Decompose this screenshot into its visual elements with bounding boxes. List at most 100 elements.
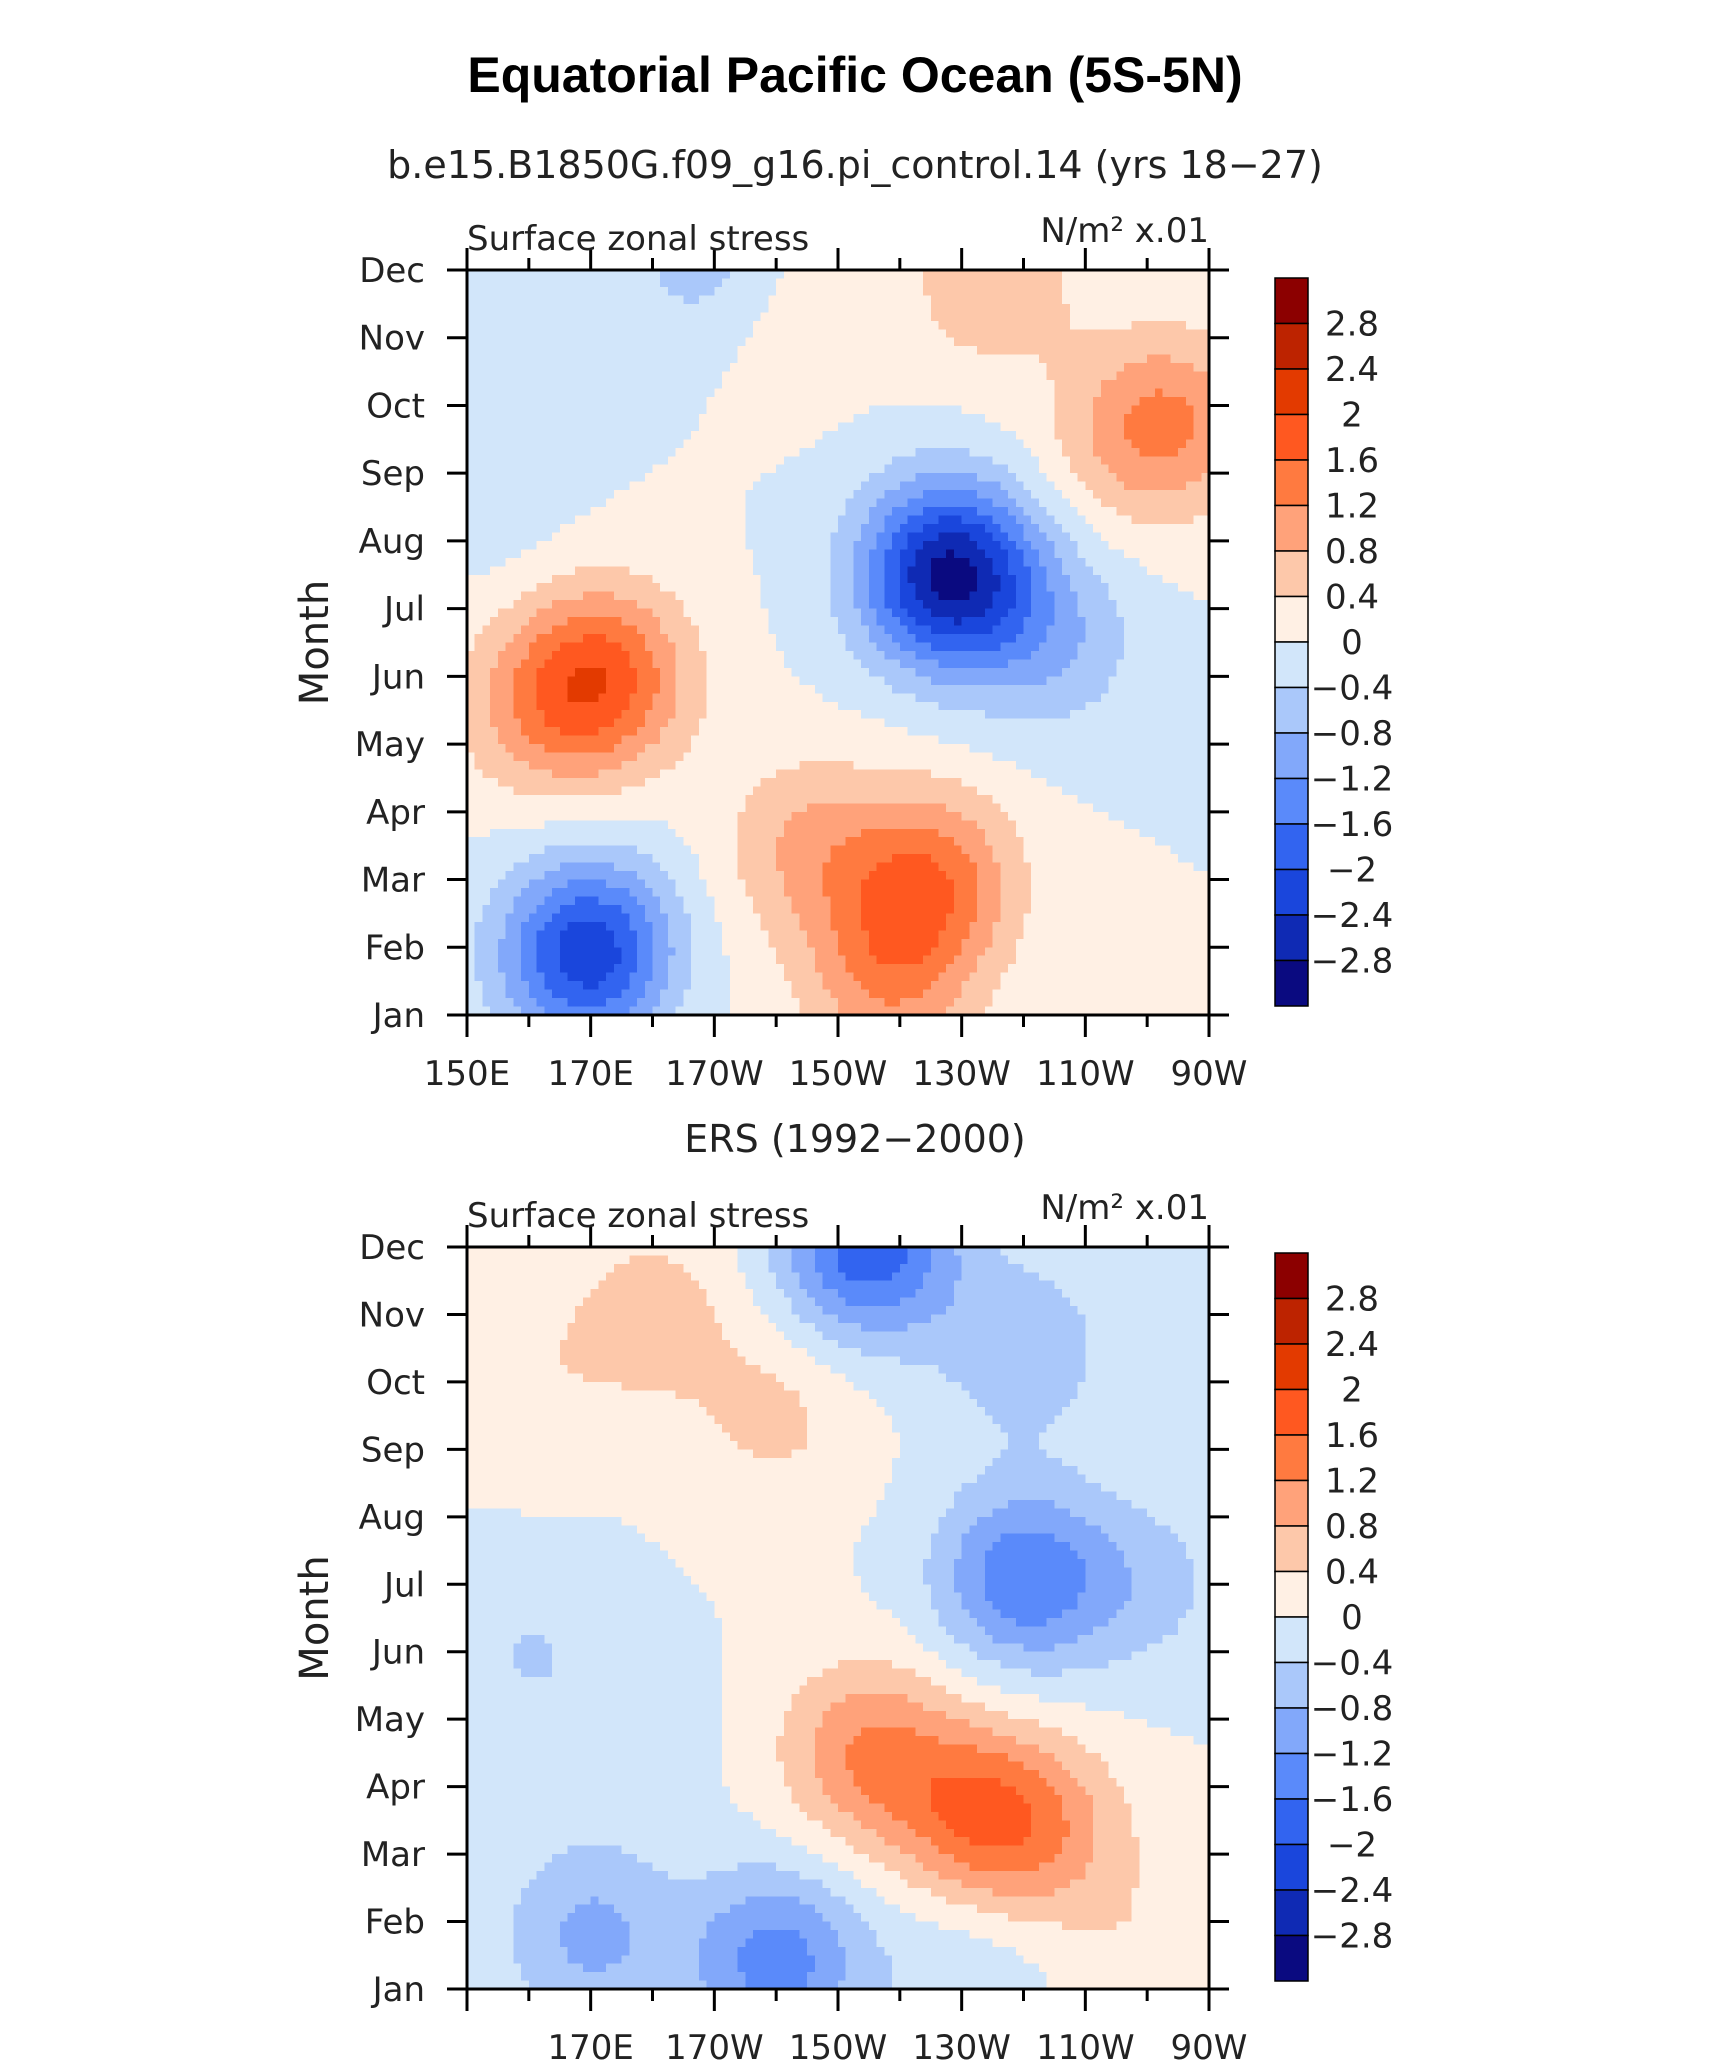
heatmap-cell	[768, 608, 777, 618]
heatmap-cell	[838, 354, 847, 364]
heatmap-cell	[953, 320, 963, 330]
heatmap-cell	[1108, 667, 1117, 677]
heatmap-cell	[613, 667, 623, 677]
heatmap-cell	[961, 600, 970, 610]
heatmap-cell	[675, 532, 685, 542]
heatmap-cell	[915, 295, 924, 305]
heatmap-cell	[977, 574, 986, 584]
heatmap-cell	[752, 617, 762, 627]
heatmap-cell	[915, 413, 924, 423]
heatmap-cell	[660, 329, 669, 339]
heatmap-cell	[977, 380, 986, 390]
heatmap-cell	[652, 659, 661, 669]
heatmap-cell	[521, 413, 530, 423]
heatmap-cell	[915, 693, 924, 703]
heatmap-cell	[876, 617, 885, 627]
heatmap-cell	[876, 608, 885, 618]
heatmap-cell	[582, 676, 592, 686]
heatmap-cell	[706, 617, 715, 627]
heatmap-cell	[838, 388, 847, 398]
heatmap-cell	[814, 490, 824, 500]
heatmap-cell	[667, 507, 677, 517]
heatmap-cell	[1038, 481, 1048, 491]
heatmap-cell	[629, 388, 638, 398]
heatmap-cell	[490, 422, 499, 432]
heatmap-cell	[783, 540, 793, 550]
heatmap-cell	[1054, 396, 1063, 407]
heatmap-cell	[1085, 312, 1094, 322]
heatmap-cell	[938, 634, 947, 644]
heatmap-cell	[807, 591, 816, 601]
heatmap-cell	[915, 507, 924, 517]
heatmap-cell	[505, 337, 514, 347]
heatmap-cell	[567, 439, 576, 449]
heatmap-cell	[745, 346, 754, 356]
heatmap-cell	[1185, 413, 1195, 423]
heatmap-cell	[760, 354, 770, 364]
heatmap-cell	[1062, 380, 1071, 390]
heatmap-cell	[559, 388, 569, 398]
heatmap-cell	[1162, 540, 1171, 550]
heatmap-cell	[845, 270, 855, 280]
heatmap-cell	[497, 617, 507, 627]
heatmap-cell	[791, 574, 800, 584]
heatmap-cell	[644, 320, 654, 330]
heatmap-cell	[1023, 422, 1032, 432]
heatmap-cell	[1077, 396, 1086, 407]
heatmap-cell	[1085, 303, 1094, 313]
heatmap-cell	[683, 295, 692, 305]
heatmap-cell	[644, 388, 654, 398]
heatmap-cell	[637, 566, 646, 576]
heatmap-cell	[1201, 617, 1210, 627]
heatmap-cell	[961, 312, 970, 322]
heatmap-cell	[1170, 566, 1179, 576]
heatmap-cell	[467, 447, 476, 457]
heatmap-cell	[830, 540, 839, 550]
heatmap-cell	[853, 523, 862, 534]
heatmap-cell	[1031, 396, 1040, 407]
heatmap-cell	[660, 270, 669, 280]
heatmap-cell	[621, 498, 630, 508]
heatmap-cell	[621, 667, 630, 677]
heatmap-cell	[938, 676, 947, 686]
heatmap-cell	[745, 634, 754, 644]
heatmap-cell	[582, 380, 592, 390]
heatmap-cell	[1077, 583, 1086, 593]
heatmap-cell	[876, 642, 885, 652]
heatmap-cell	[629, 286, 638, 296]
heatmap-cell	[667, 337, 677, 347]
heatmap-cell	[1193, 574, 1202, 584]
heatmap-cell	[528, 650, 538, 661]
heatmap-cell	[544, 430, 553, 440]
heatmap-cell	[853, 642, 862, 652]
heatmap-cell	[606, 557, 615, 567]
heatmap-cell	[961, 473, 970, 483]
heatmap-cell	[884, 659, 893, 669]
heatmap-cell	[505, 346, 514, 356]
heatmap-cell	[1154, 608, 1164, 618]
heatmap-cell	[807, 286, 816, 296]
heatmap-cell	[559, 523, 569, 534]
heatmap-cell	[1093, 422, 1102, 432]
heatmap-cell	[1054, 557, 1063, 567]
heatmap-cell	[977, 515, 986, 525]
heatmap-cell	[1023, 507, 1032, 517]
heatmap-cell	[613, 515, 623, 525]
heatmap-cell	[590, 490, 599, 500]
heatmap-cell	[1139, 549, 1148, 559]
heatmap-cell	[1185, 693, 1195, 703]
heatmap-cell	[567, 473, 576, 483]
heatmap-cell	[1085, 676, 1094, 686]
heatmap-cell	[737, 413, 746, 423]
heatmap-cell	[1077, 303, 1086, 313]
heatmap-cell	[876, 303, 885, 313]
heatmap-cell	[1162, 659, 1171, 669]
heatmap-cell	[1123, 532, 1133, 542]
heatmap-cell	[528, 286, 538, 296]
heatmap-cell	[667, 659, 677, 669]
heatmap-cell	[938, 549, 947, 559]
heatmap-cell	[629, 473, 638, 483]
heatmap-cell	[745, 549, 754, 559]
heatmap-cell	[807, 388, 816, 398]
heatmap-cell	[544, 270, 553, 280]
